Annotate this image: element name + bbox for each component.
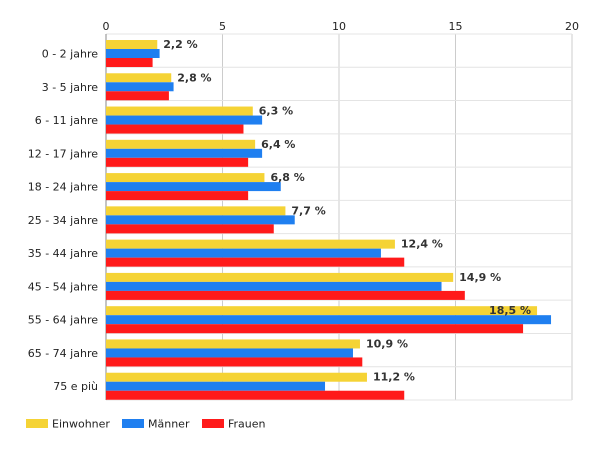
- category-label: 65 - 74 jahre: [28, 347, 99, 360]
- bar-frauen-8: [106, 324, 524, 334]
- category-label: 35 - 44 jahre: [28, 247, 99, 260]
- bar-einwohner-2: [106, 106, 253, 116]
- data-label: 10,9 %: [366, 337, 408, 350]
- bar-einwohner-0: [106, 40, 158, 49]
- legend-swatch-0: [26, 419, 48, 428]
- bar-einwohner-8: [106, 306, 538, 316]
- data-label: 2,8 %: [177, 71, 211, 84]
- bar-frauen-3: [106, 157, 249, 167]
- data-label: 6,4 %: [261, 138, 295, 151]
- category-label: 3 - 5 jahre: [42, 81, 99, 94]
- bar-m-nner-3: [106, 148, 263, 158]
- category-label: 18 - 24 jahre: [28, 181, 99, 194]
- category-label: 6 - 11 jahre: [35, 114, 99, 127]
- bar-m-nner-10: [106, 381, 326, 391]
- bar-frauen-2: [106, 124, 244, 134]
- category-label: 45 - 54 jahre: [28, 280, 99, 293]
- category-label: 0 - 2 jahre: [42, 48, 99, 61]
- bar-frauen-4: [106, 191, 249, 201]
- legend-swatch-2: [202, 419, 224, 428]
- legend-label: Einwohner: [52, 418, 110, 431]
- bar-frauen-5: [106, 224, 274, 234]
- bar-einwohner-6: [106, 239, 395, 249]
- bar-m-nner-9: [106, 348, 353, 358]
- data-label: 6,3 %: [259, 105, 293, 118]
- bar-frauen-9: [106, 357, 363, 367]
- bar-einwohner-1: [106, 73, 172, 83]
- x-tick-label: 5: [219, 20, 226, 33]
- legend-label: Frauen: [228, 418, 266, 431]
- bar-einwohner-5: [106, 206, 286, 216]
- bar-m-nner-1: [106, 82, 174, 92]
- bar-einwohner-4: [106, 173, 265, 183]
- bar-m-nner-6: [106, 248, 381, 258]
- bar-frauen-6: [106, 257, 405, 267]
- category-label: 12 - 17 jahre: [28, 147, 99, 160]
- bar-m-nner-4: [106, 182, 281, 192]
- data-label: 18,5 %: [489, 304, 531, 317]
- data-label: 7,7 %: [291, 204, 325, 217]
- bar-frauen-0: [106, 58, 153, 67]
- bar-frauen-1: [106, 91, 169, 101]
- bar-m-nner-5: [106, 215, 295, 225]
- legend-label: Männer: [148, 418, 190, 431]
- bar-m-nner-2: [106, 115, 263, 125]
- data-label: 6,8 %: [270, 171, 304, 184]
- bar-m-nner-8: [106, 315, 552, 325]
- bar-einwohner-7: [106, 272, 454, 282]
- x-tick-label: 15: [449, 20, 463, 33]
- category-label: 25 - 34 jahre: [28, 214, 99, 227]
- data-label: 2,2 %: [163, 38, 197, 51]
- bar-einwohner-3: [106, 139, 256, 149]
- category-label: 75 e più: [53, 380, 98, 393]
- x-tick-label: 0: [103, 20, 110, 33]
- bar-frauen-7: [106, 290, 465, 300]
- bar-frauen-10: [106, 390, 405, 400]
- legend-swatch-1: [122, 419, 144, 428]
- x-tick-label: 10: [332, 20, 346, 33]
- bar-einwohner-10: [106, 372, 367, 382]
- bar-m-nner-0: [106, 49, 160, 58]
- bar-einwohner-9: [106, 339, 360, 349]
- x-tick-label: 20: [565, 20, 579, 33]
- data-label: 14,9 %: [459, 271, 501, 284]
- data-label: 12,4 %: [401, 238, 443, 251]
- bar-m-nner-7: [106, 281, 442, 291]
- category-label: 55 - 64 jahre: [28, 314, 99, 327]
- data-label: 11,2 %: [373, 371, 415, 384]
